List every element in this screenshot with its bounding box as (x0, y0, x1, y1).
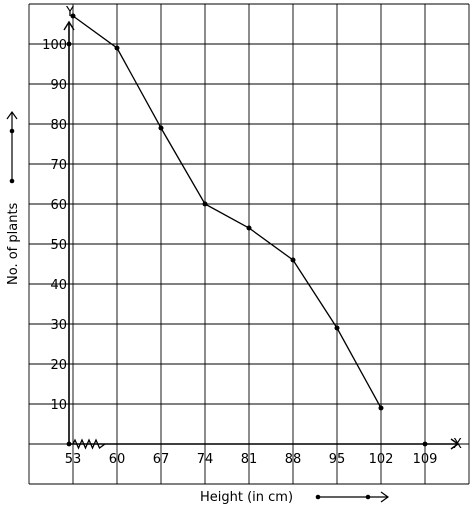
x-tick-label: 102 (369, 452, 394, 467)
y-tick-label: 20 (50, 358, 67, 373)
x-axis-arrow-icon (450, 438, 460, 450)
y-tick-label: 90 (50, 78, 67, 93)
data-series (70, 13, 384, 411)
data-point (114, 45, 120, 51)
grid (28, 3, 470, 485)
x-tick-label: 53 (65, 452, 82, 467)
x-axis-label: Height (in cm) (200, 490, 293, 505)
x-axis-letter: X (453, 437, 462, 452)
data-point (334, 325, 340, 331)
y-direction-arrow-icon (6, 110, 18, 184)
x-axis-end-point (422, 441, 428, 447)
y-tick-label: 80 (50, 118, 67, 133)
axes (63, 20, 460, 450)
data-point (158, 125, 164, 131)
y-tick-label: 40 (50, 278, 67, 293)
y-tick-label: 30 (50, 318, 67, 333)
x-tick-label: 74 (197, 452, 214, 467)
x-tick-label: 109 (413, 452, 438, 467)
y-axis-arrow-icon (63, 20, 75, 31)
y-axis-point (66, 41, 72, 47)
y-axis-label: No. of plants (6, 202, 21, 285)
series-line (72, 15, 382, 409)
data-point (70, 13, 76, 19)
y-tick-label: 100 (42, 38, 67, 53)
y-tick-label: 50 (50, 238, 67, 253)
data-point (378, 405, 384, 411)
y-axis-letter: Y (65, 5, 74, 20)
data-point (246, 225, 252, 231)
x-tick-label: 95 (329, 452, 346, 467)
x-tick-label: 60 (109, 452, 126, 467)
tick-labels: 53 60 67 74 81 88 95 102 109 10 20 30 40 50 60 70 80 90 10… (41, 38, 437, 467)
y-tick-label: 10 (50, 398, 67, 413)
x-tick-label: 81 (241, 452, 258, 467)
axis-break-zigzag (72, 438, 106, 450)
x-direction-arrow-icon (315, 491, 390, 503)
y-tick-label: 70 (50, 158, 67, 173)
data-point (202, 201, 208, 207)
origin-point (66, 441, 72, 447)
y-tick-label: 60 (50, 198, 67, 213)
x-tick-label: 67 (153, 452, 170, 467)
data-point (290, 257, 296, 263)
x-tick-label: 88 (285, 452, 302, 467)
